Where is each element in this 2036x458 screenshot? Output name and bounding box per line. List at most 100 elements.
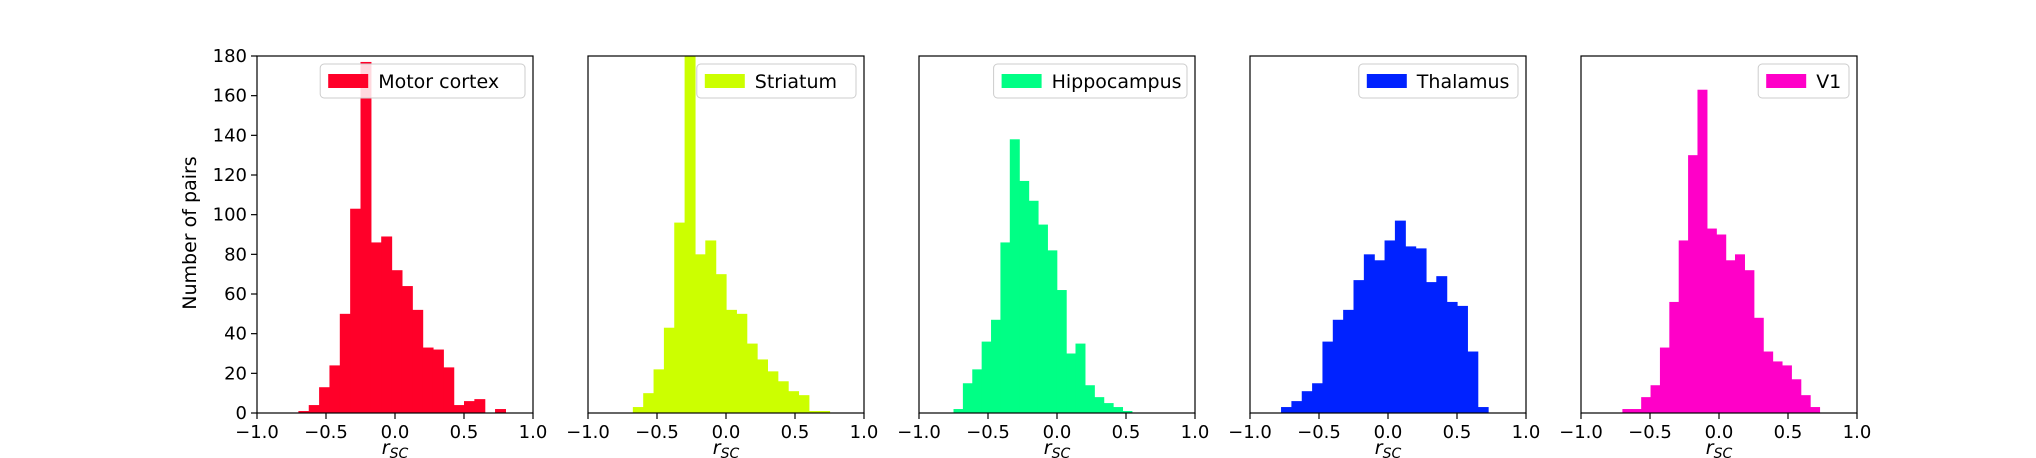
x-tick-label: −1.0 xyxy=(566,422,610,443)
histogram-bar xyxy=(360,61,372,413)
histogram-bar xyxy=(1056,290,1067,413)
histogram-bar xyxy=(1622,409,1633,413)
legend-label: V1 xyxy=(1816,71,1841,93)
histogram-bar xyxy=(1113,407,1124,413)
panel-3: −1.0 −0.5 0.0 0.5 1.0 rSC Hippocampus xyxy=(897,55,1210,458)
x-tick-label: 0.5 xyxy=(1774,422,1803,443)
y-tick-label: 120 xyxy=(213,165,247,186)
x-tick-label: 0.5 xyxy=(450,422,479,443)
histogram-bar xyxy=(808,411,820,413)
histogram-bar xyxy=(1075,343,1086,413)
x-tick-label: −1.0 xyxy=(1559,422,1603,443)
x-tick-label: 1.0 xyxy=(1843,422,1872,443)
x-tick-label: −1.0 xyxy=(1228,422,1272,443)
histogram-bar xyxy=(1405,246,1417,413)
panel-5: −1.0 −0.5 0.0 0.5 1.0 rSC V1 xyxy=(1559,55,1872,458)
x-axis-label: rSC xyxy=(1375,437,1402,458)
legend-label: Motor cortex xyxy=(378,71,499,93)
x-tick-label: 1.0 xyxy=(1181,422,1210,443)
histogram-bar xyxy=(1415,248,1427,413)
histogram-bar xyxy=(684,56,696,413)
histogram-bar xyxy=(1084,385,1095,413)
panel-4: −1.0 −0.5 0.0 0.5 1.0 rSC Thalamus xyxy=(1228,55,1540,458)
x-tick-label: 0.0 xyxy=(1043,422,1072,443)
x-tick-label: 0.0 xyxy=(1374,422,1403,443)
histogram-bar xyxy=(777,381,789,413)
x-tick-label: 0.5 xyxy=(781,422,810,443)
y-tick-label: 60 xyxy=(224,284,247,305)
histogram-bar xyxy=(1122,411,1133,413)
legend-label: Striatum xyxy=(755,71,837,93)
histogram-bar xyxy=(308,405,320,413)
histogram-bar xyxy=(1094,397,1105,413)
legend: Thalamus xyxy=(1358,63,1519,99)
x-tick-label: −0.5 xyxy=(966,422,1010,443)
legend-swatch xyxy=(1001,74,1042,88)
histogram-bar xyxy=(819,411,831,413)
x-tick-label: −0.5 xyxy=(1628,422,1672,443)
histogram-bar xyxy=(1047,250,1058,413)
histogram-bar xyxy=(1467,351,1479,413)
histogram-bar xyxy=(432,349,444,413)
panel-1: −1.0 −0.5 0.0 0.5 1.0 0 20 40 60 80 100 120 140 160 18… xyxy=(213,46,548,458)
histogram-bar xyxy=(422,347,434,413)
histogram-bar xyxy=(1353,280,1365,413)
histogram-bar xyxy=(298,411,310,413)
histogram-bar xyxy=(453,405,465,413)
legend-frame xyxy=(1358,63,1519,99)
histogram-bar xyxy=(1291,401,1303,413)
x-tick-label: 1.0 xyxy=(850,422,879,443)
x-tick-label: −1.0 xyxy=(897,422,941,443)
histogram-bar xyxy=(1763,351,1774,413)
x-tick-label: 0.0 xyxy=(1705,422,1734,443)
histogram-bar xyxy=(1791,379,1802,413)
histogram-bar xyxy=(1322,341,1334,413)
legend-swatch xyxy=(1366,74,1407,88)
histogram-bar xyxy=(381,236,393,413)
histogram-bar xyxy=(1037,224,1048,413)
histogram-bar xyxy=(736,313,748,413)
histogram-bar xyxy=(401,286,413,413)
histogram-bar xyxy=(1810,407,1821,413)
y-tick-label: 180 xyxy=(213,46,247,67)
bars xyxy=(298,61,506,413)
x-tick-label: 0.5 xyxy=(1112,422,1141,443)
histogram-bar xyxy=(1446,301,1458,413)
histogram-bar xyxy=(972,369,983,413)
bars xyxy=(632,56,831,413)
histogram-bar xyxy=(643,393,655,413)
legend-label: Hippocampus xyxy=(1052,71,1182,93)
histogram-bar xyxy=(1457,305,1468,413)
legend-frame xyxy=(319,63,526,99)
histogram-bar xyxy=(1301,391,1313,413)
histogram-bar xyxy=(1781,365,1792,413)
legend-frame xyxy=(993,63,1188,99)
histogram-bar xyxy=(319,387,331,413)
histogram-bar xyxy=(1641,397,1652,413)
y-tick-label: 20 xyxy=(224,363,247,384)
y-tick-label: 40 xyxy=(224,324,247,345)
histogram-bar xyxy=(1669,301,1680,413)
histogram-bar xyxy=(705,240,717,413)
panel-2: −1.0 −0.5 0.0 0.5 1.0 rSC Striatum xyxy=(566,55,879,458)
histogram-bar xyxy=(788,391,800,413)
histogram-bar xyxy=(464,401,475,413)
bars xyxy=(953,139,1133,413)
x-tick-label: −0.5 xyxy=(304,422,348,443)
histogram-bar xyxy=(1735,254,1745,413)
legend: Hippocampus xyxy=(993,63,1188,99)
histogram-bar xyxy=(1744,270,1755,413)
histogram-bar xyxy=(1103,403,1114,413)
histogram-bar xyxy=(726,309,737,413)
x-axis-label: rSC xyxy=(713,437,740,458)
histogram-bar xyxy=(1772,361,1783,413)
histogram-bar xyxy=(1753,317,1764,413)
legend-swatch xyxy=(704,74,745,88)
histogram-bar xyxy=(1374,260,1386,413)
histogram-bar xyxy=(443,367,455,413)
histogram-bar xyxy=(1028,200,1039,413)
x-tick-label: 0.0 xyxy=(381,422,410,443)
histogram-bar xyxy=(663,327,675,413)
histogram-bar xyxy=(953,409,964,413)
